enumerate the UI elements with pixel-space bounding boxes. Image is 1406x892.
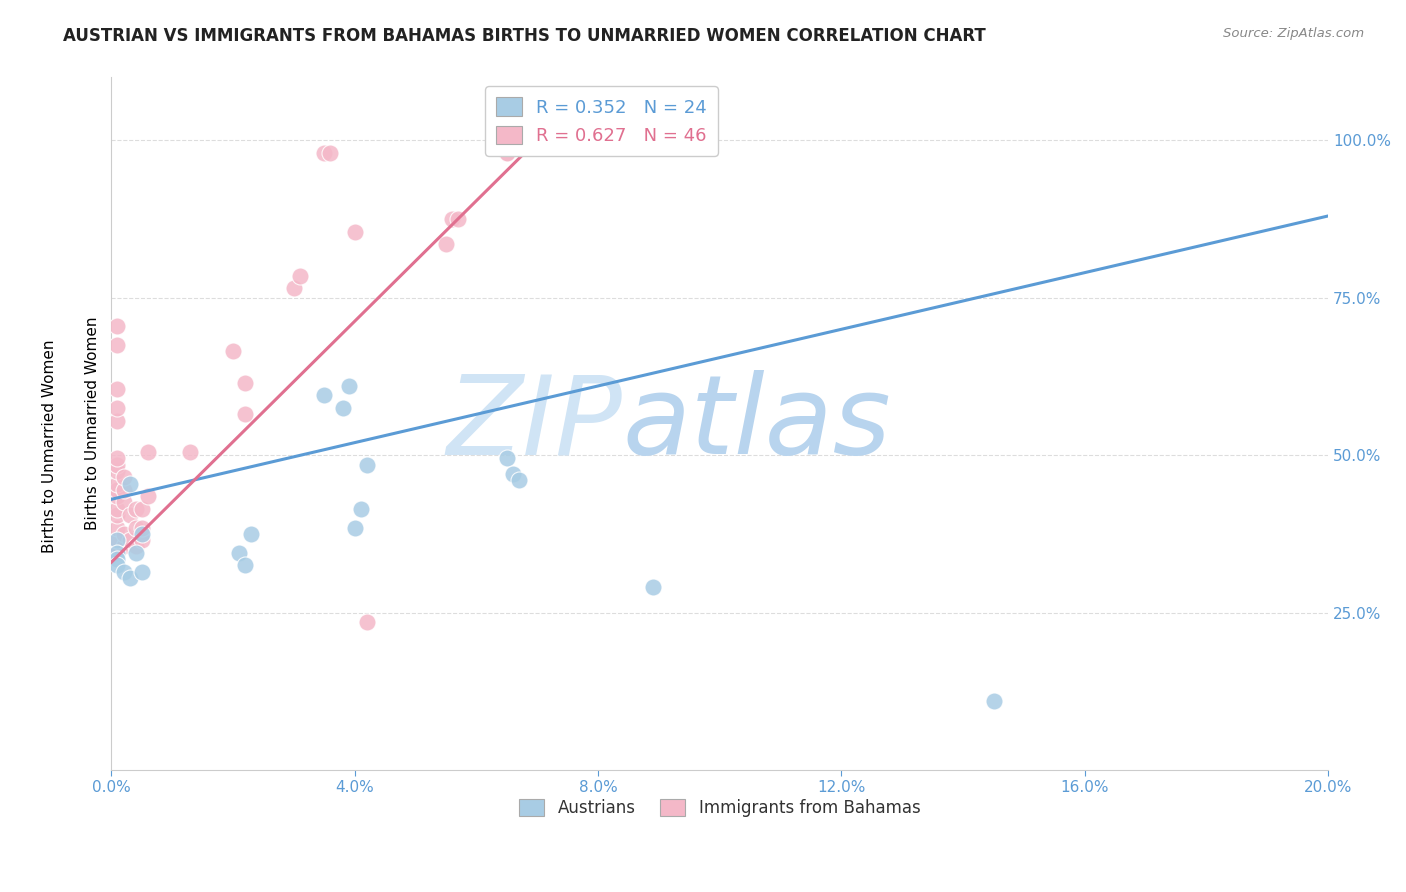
Point: [131, 520, 153, 534]
Point: [343, 520, 366, 534]
Legend: Austrians, Immigrants from Bahamas: Austrians, Immigrants from Bahamas: [512, 792, 927, 824]
Point: [447, 212, 470, 227]
Point: [107, 464, 129, 478]
Point: [332, 401, 354, 415]
Point: [314, 388, 336, 402]
Point: [131, 527, 153, 541]
Point: [112, 470, 135, 484]
Point: [107, 520, 129, 534]
Point: [283, 281, 305, 295]
Text: ZIP: ZIP: [447, 370, 623, 477]
Point: [136, 445, 159, 459]
Point: [131, 565, 153, 579]
Point: [107, 489, 129, 503]
Point: [233, 558, 256, 573]
Point: [495, 451, 517, 466]
Point: [131, 501, 153, 516]
Point: [222, 344, 245, 359]
Point: [112, 483, 135, 497]
Point: [314, 146, 336, 161]
Point: [107, 476, 129, 491]
Point: [441, 212, 464, 227]
Point: [107, 540, 129, 554]
Text: AUSTRIAN VS IMMIGRANTS FROM BAHAMAS BIRTHS TO UNMARRIED WOMEN CORRELATION CHART: AUSTRIAN VS IMMIGRANTS FROM BAHAMAS BIRT…: [63, 27, 986, 45]
Y-axis label: Births to Unmarried Women: Births to Unmarried Women: [86, 317, 100, 531]
Point: [112, 495, 135, 509]
Point: [356, 458, 378, 472]
Point: [107, 501, 129, 516]
Point: [112, 540, 135, 554]
Point: [179, 445, 201, 459]
Point: [350, 501, 373, 516]
Point: [107, 319, 129, 334]
Text: Source: ZipAtlas.com: Source: ZipAtlas.com: [1223, 27, 1364, 40]
Point: [112, 527, 135, 541]
Point: [495, 146, 517, 161]
Point: [131, 533, 153, 548]
Point: [107, 382, 129, 396]
Point: [107, 413, 129, 427]
Point: [641, 581, 664, 595]
Point: [112, 565, 135, 579]
Point: [107, 483, 129, 497]
Point: [356, 615, 378, 629]
Text: atlas: atlas: [623, 370, 891, 477]
Point: [508, 474, 530, 488]
Point: [107, 338, 129, 352]
Point: [502, 467, 524, 481]
Point: [228, 546, 250, 560]
Point: [107, 451, 129, 466]
Point: [125, 501, 148, 516]
Point: [343, 225, 366, 239]
Point: [125, 540, 148, 554]
Point: [107, 533, 129, 548]
Point: [107, 458, 129, 472]
Point: [233, 407, 256, 421]
Point: [983, 694, 1005, 708]
Point: [118, 571, 141, 585]
Point: [118, 476, 141, 491]
Text: Births to Unmarried Women: Births to Unmarried Women: [42, 339, 56, 553]
Point: [288, 268, 311, 283]
Point: [240, 527, 263, 541]
Point: [107, 546, 129, 560]
Point: [233, 376, 256, 390]
Point: [319, 146, 342, 161]
Point: [107, 401, 129, 415]
Point: [118, 533, 141, 548]
Point: [125, 520, 148, 534]
Point: [495, 146, 517, 161]
Point: [434, 237, 457, 252]
Point: [107, 533, 129, 548]
Point: [337, 379, 360, 393]
Point: [118, 508, 141, 522]
Point: [136, 489, 159, 503]
Point: [107, 558, 129, 573]
Point: [107, 552, 129, 566]
Point: [107, 508, 129, 522]
Point: [125, 546, 148, 560]
